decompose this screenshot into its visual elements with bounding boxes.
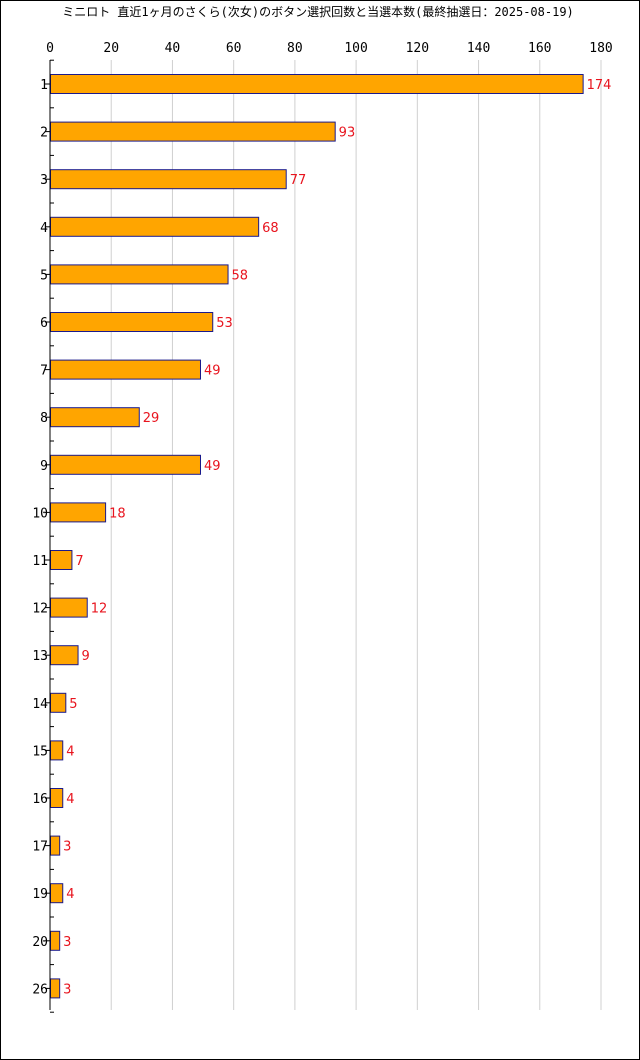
bar (50, 312, 214, 332)
category-label: 3 (40, 173, 48, 188)
bar (50, 74, 584, 94)
bar (50, 264, 229, 285)
value-label: 3 (63, 982, 71, 997)
bar (50, 740, 64, 761)
bar (50, 502, 107, 523)
category-label: 4 (40, 221, 48, 236)
bar (50, 407, 140, 428)
category-label: 10 (32, 506, 48, 521)
value-label: 3 (63, 840, 71, 855)
bar (50, 597, 88, 618)
category-label: 16 (32, 792, 48, 807)
value-label: 58 (232, 268, 249, 283)
x-tick-label: 140 (467, 41, 490, 56)
value-label: 77 (290, 173, 307, 188)
category-label: 17 (32, 840, 48, 855)
value-label: 68 (262, 221, 279, 236)
bar (50, 454, 201, 475)
bars (50, 74, 584, 999)
bar (50, 121, 336, 142)
x-tick-label: 0 (46, 41, 54, 56)
category-label: 2 (40, 126, 48, 141)
bar (50, 788, 64, 808)
x-tick-label: 180 (589, 41, 612, 56)
x-tick-label: 40 (165, 41, 181, 56)
category-label: 9 (40, 459, 48, 474)
category-label: 8 (40, 411, 48, 426)
value-label: 3 (63, 935, 71, 950)
bar (50, 835, 61, 856)
bar (50, 645, 79, 666)
value-label: 4 (66, 887, 74, 902)
category-label: 26 (32, 982, 48, 997)
value-label: 49 (204, 364, 221, 379)
value-label: 4 (66, 792, 74, 807)
value-label: 4 (66, 744, 74, 759)
category-label: 6 (40, 316, 48, 331)
category-label: 1 (40, 78, 48, 93)
category-label: 20 (32, 935, 48, 950)
chart-title: ミニロト 直近1ヶ月のさくら(次女)のボタン選択回数と当選本数(最終抽選日：20… (62, 4, 574, 19)
category-label: 14 (32, 697, 48, 712)
value-label: 174 (587, 78, 612, 93)
value-label: 5 (69, 697, 77, 712)
category-label: 12 (32, 602, 48, 617)
bar (50, 930, 61, 951)
x-tick-label: 60 (226, 41, 242, 56)
category-label: 11 (32, 554, 48, 569)
category-label: 15 (32, 744, 48, 759)
category-label: 13 (32, 649, 48, 664)
category-label: 5 (40, 268, 48, 283)
x-tick-label: 20 (103, 41, 119, 56)
value-label: 29 (143, 411, 160, 426)
value-label: 12 (91, 602, 108, 617)
x-tick-label: 160 (528, 41, 551, 56)
value-label: 7 (75, 554, 83, 569)
bar (50, 883, 64, 904)
y-axis (45, 59, 54, 1013)
value-label: 49 (204, 459, 221, 474)
x-tick-label: 100 (344, 41, 367, 56)
category-label: 19 (32, 887, 48, 902)
value-label: 93 (339, 126, 356, 141)
x-axis-ticks: 0 20 40 60 80 100 120 140 160 180 (46, 41, 613, 56)
bar (50, 359, 201, 380)
bar (50, 978, 61, 999)
bar (50, 692, 67, 713)
bar (50, 550, 73, 570)
category-label: 7 (40, 364, 48, 379)
value-label: 9 (82, 649, 90, 664)
x-tick-label: 80 (287, 41, 303, 56)
bar (50, 216, 260, 237)
value-label: 18 (109, 506, 126, 521)
value-labels: 174 93 77 68 58 53 49 29 49 18 7 12 9 5 4 4 3 4 3 3 (63, 78, 611, 997)
gridlines (110, 60, 602, 1010)
x-tick-label: 120 (406, 41, 429, 56)
value-label: 53 (216, 316, 233, 331)
bar (50, 169, 287, 190)
